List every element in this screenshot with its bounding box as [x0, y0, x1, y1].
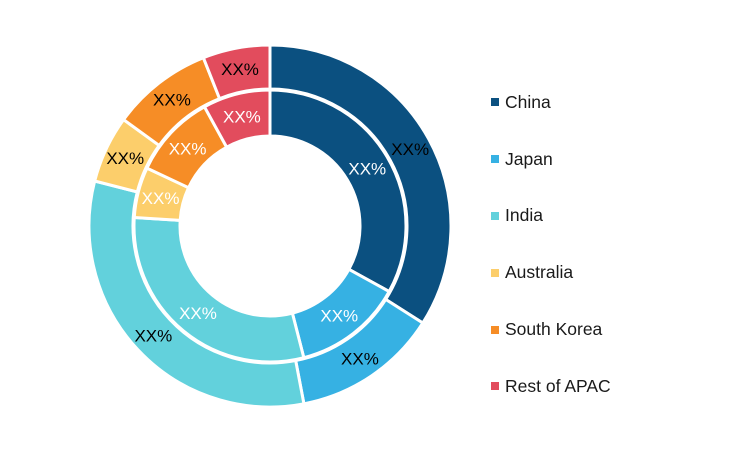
legend-swatch	[491, 211, 499, 220]
legend-swatch	[491, 325, 499, 334]
outer-label-japan: XX%	[341, 349, 379, 368]
inner-label-india: XX%	[179, 304, 217, 323]
legend-label: Australia	[505, 262, 574, 283]
legend: China Japan India Australia South Korea Rest …	[491, 74, 611, 415]
legend-label: India	[505, 205, 543, 226]
inner-label-japan: XX%	[320, 306, 358, 325]
inner-slice-china	[268, 88, 408, 294]
inner-label-china: XX%	[348, 159, 386, 178]
outer-label-australia: XX%	[106, 149, 144, 168]
legend-item-china: China	[491, 74, 611, 131]
legend-item-japan: Japan	[491, 131, 611, 188]
legend-swatch	[491, 382, 499, 391]
legend-swatch	[491, 155, 499, 164]
legend-label: Rest of APAC	[505, 375, 611, 396]
legend-item-india: India	[491, 188, 611, 245]
slice-labels: XX% XX% XX% XX% XX% XX% XX% XX% XX% XX% XX% XX%	[106, 60, 429, 368]
outer-label-rest-of-apac: XX%	[221, 60, 259, 79]
inner-ring	[132, 88, 408, 364]
outer-label-south-korea: XX%	[153, 91, 191, 110]
legend-swatch	[491, 268, 499, 277]
legend-item-south-korea: South Korea	[491, 301, 611, 358]
inner-label-south-korea: XX%	[169, 140, 207, 159]
legend-swatch	[491, 98, 499, 107]
legend-item-rest-of-apac: Rest of APAC	[491, 358, 611, 415]
legend-label: South Korea	[505, 319, 603, 340]
legend-item-australia: Australia	[491, 244, 611, 301]
outer-ring	[87, 43, 453, 409]
inner-label-australia: XX%	[142, 189, 180, 208]
outer-label-china: XX%	[391, 140, 429, 159]
inner-slice-rest-of-apac	[202, 88, 272, 149]
outer-label-india: XX%	[134, 327, 172, 346]
legend-label: Japan	[505, 148, 553, 169]
legend-label: China	[505, 91, 551, 112]
inner-slice-india	[132, 215, 306, 364]
inner-label-rest-of-apac: XX%	[223, 108, 261, 127]
